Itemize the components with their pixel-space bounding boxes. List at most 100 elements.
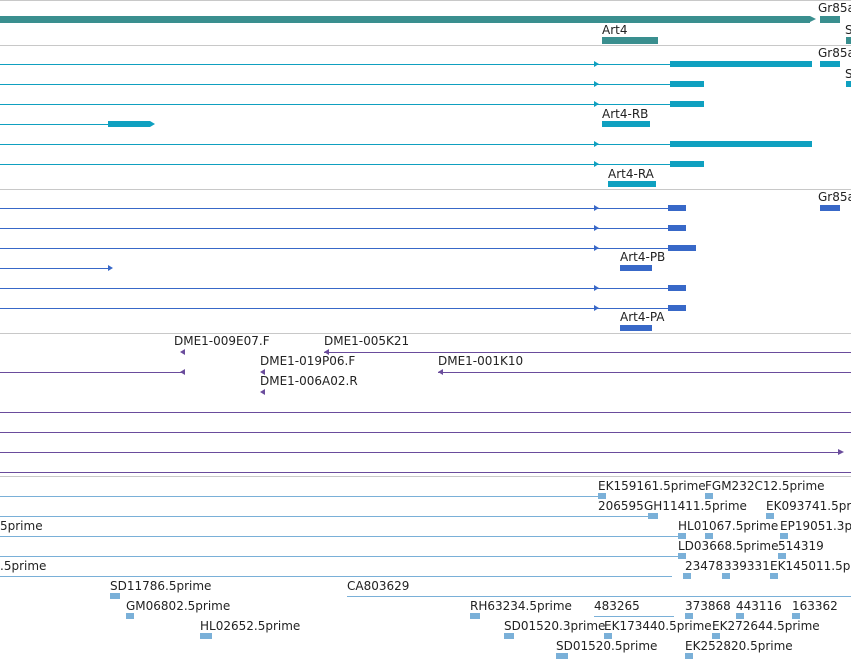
protein-feature[interactable]: [668, 205, 686, 211]
est-feature[interactable]: [712, 633, 720, 639]
est-feature[interactable]: [722, 573, 730, 579]
est-feature[interactable]: [705, 533, 713, 539]
est-feature[interactable]: [504, 633, 514, 639]
est-label: EP19051.3p: [780, 519, 851, 533]
strand-arrow-icon: [260, 389, 265, 395]
clone-line: [438, 372, 851, 373]
protein-line: [0, 268, 108, 269]
gene-feature-s[interactable]: [846, 37, 851, 44]
clone-label: DME1-001K10: [438, 354, 524, 368]
protein-feature[interactable]: [668, 245, 696, 251]
est-label: EK145011.5p: [770, 559, 851, 573]
transcript-intron-line: [0, 164, 670, 165]
strand-arrow-icon: [180, 369, 185, 375]
est-label: 443116: [736, 599, 782, 613]
est-feature[interactable]: [200, 633, 212, 639]
transcript-exon[interactable]: [608, 181, 656, 187]
strand-arrow-icon: [810, 16, 816, 22]
est-label: GH11411.5prime: [644, 499, 747, 513]
est-feature[interactable]: [470, 613, 480, 619]
transcript-exon[interactable]: [670, 101, 704, 107]
transcript-label: Gr85a: [818, 46, 851, 60]
protein-line: [0, 208, 670, 209]
protein-line: [0, 248, 670, 249]
est-feature[interactable]: [598, 493, 606, 499]
transcript-exon[interactable]: [670, 161, 704, 167]
strand-arrow-icon: [594, 205, 599, 211]
transcript-intron-line: [0, 124, 108, 125]
transcript-intron-line: [0, 144, 670, 145]
track-separator: [0, 0, 851, 1]
transcript-label: Art4-RB: [602, 107, 649, 121]
est-feature[interactable]: [678, 553, 686, 559]
strand-arrow-icon: [260, 369, 265, 375]
gene-label: S: [845, 23, 851, 37]
transcript-exon[interactable]: [108, 121, 150, 127]
est-label: FGM232C12.5prime: [705, 479, 825, 493]
est-line: [0, 536, 680, 537]
clone-label: DME1-006A02.R: [260, 374, 358, 388]
est-feature[interactable]: [792, 613, 800, 619]
strand-arrow-icon: [594, 305, 599, 311]
transcript-exon[interactable]: [820, 61, 840, 67]
transcript-exon[interactable]: [602, 121, 650, 127]
transcript-exon[interactable]: [670, 81, 704, 87]
est-feature[interactable]: [780, 533, 788, 539]
strand-arrow-icon: [594, 61, 599, 67]
protein-feature[interactable]: [668, 285, 686, 291]
est-label: 5prime: [0, 519, 43, 533]
est-line: [594, 616, 674, 617]
est-label: SD01520.5prime: [556, 639, 658, 653]
clone-line: [0, 472, 851, 473]
protein-line: [0, 228, 670, 229]
est-label: SD11786.5prime: [110, 579, 212, 593]
est-label: EK252820.5prime: [685, 639, 793, 653]
est-feature[interactable]: [766, 513, 774, 519]
est-feature[interactable]: [705, 493, 713, 499]
strand-arrow-icon: [594, 225, 599, 231]
protein-feature[interactable]: [620, 325, 652, 331]
est-feature[interactable]: [648, 513, 658, 519]
protein-feature[interactable]: [668, 305, 686, 311]
clone-label: DME1-019P06.F: [260, 354, 356, 368]
protein-feature[interactable]: [668, 225, 686, 231]
gene-feature-art4[interactable]: [602, 37, 658, 44]
transcript-exon[interactable]: [846, 81, 851, 87]
protein-line: [0, 288, 670, 289]
clone-line: [0, 432, 851, 433]
track-separator: [0, 476, 851, 477]
est-label: 373868: [685, 599, 731, 613]
protein-label: Art4-PA: [620, 310, 665, 324]
strand-arrow-icon: [594, 81, 599, 87]
est-feature[interactable]: [778, 553, 786, 559]
strand-arrow-icon: [594, 141, 599, 147]
est-label: EK093741.5prime: [766, 499, 851, 513]
est-label: LD03668.5prime: [678, 539, 779, 553]
transcript-exon[interactable]: [670, 61, 812, 67]
transcript-exon[interactable]: [670, 141, 812, 147]
est-feature[interactable]: [736, 613, 744, 619]
est-label: EK272644.5prime: [712, 619, 820, 633]
clone-line: [0, 452, 840, 453]
transcript-intron-line: [0, 84, 670, 85]
protein-feature-gr85a[interactable]: [820, 205, 840, 211]
est-feature[interactable]: [678, 533, 686, 539]
est-feature[interactable]: [685, 653, 693, 659]
strand-arrow-icon: [108, 265, 113, 271]
est-feature[interactable]: [770, 573, 778, 579]
est-line: [0, 556, 680, 557]
protein-feature[interactable]: [620, 265, 652, 271]
transcript-intron-line: [0, 104, 670, 105]
clone-line: [0, 372, 185, 373]
gene-feature-gr85a[interactable]: [820, 16, 840, 23]
est-feature[interactable]: [110, 593, 120, 599]
est-line: [0, 576, 672, 577]
strand-arrow-icon: [594, 101, 599, 107]
est-feature[interactable]: [604, 633, 612, 639]
est-feature[interactable]: [556, 653, 568, 659]
est-feature[interactable]: [685, 613, 693, 619]
est-feature[interactable]: [126, 613, 134, 619]
gene-feature-bar[interactable]: [0, 16, 810, 23]
est-feature[interactable]: [683, 573, 691, 579]
